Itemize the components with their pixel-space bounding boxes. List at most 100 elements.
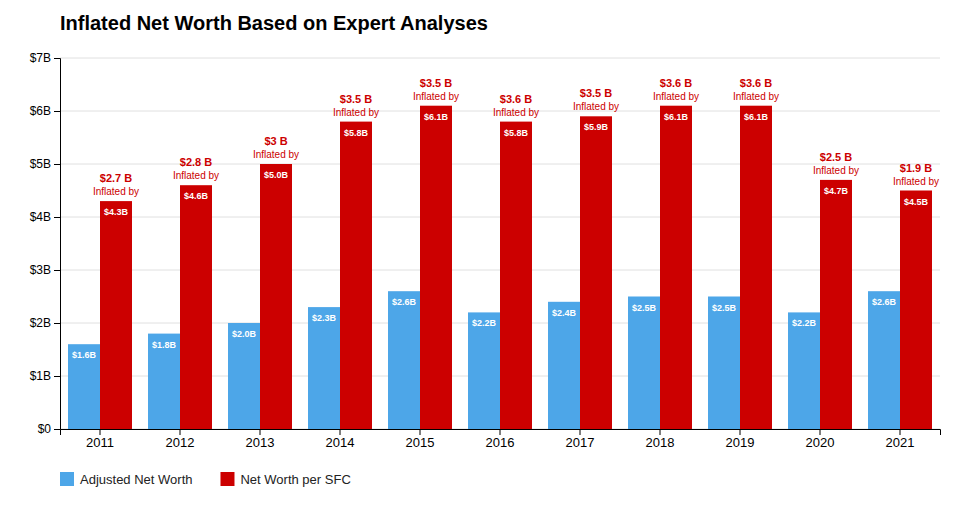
x-tick-mark: [660, 429, 661, 435]
data-label: $2.2B: [472, 318, 497, 328]
annotation-value: $3.5 B: [420, 77, 452, 89]
y-tick-mark: [54, 323, 60, 324]
legend-item: Adjusted Net Worth: [60, 472, 192, 487]
x-tick: 2012: [166, 429, 195, 450]
grid: [60, 58, 940, 429]
x-tick-mark: [180, 429, 181, 435]
x-tick-label: 2018: [646, 435, 675, 450]
x-axis-line: [61, 430, 941, 436]
x-tick: 2013: [246, 429, 275, 450]
annotation-value: $3.5 B: [340, 93, 372, 105]
x-tick: 2011: [86, 429, 114, 450]
x-tick-label: 2021: [886, 435, 915, 450]
y-tick: $3B: [30, 263, 60, 277]
y-tick-label: $4B: [30, 210, 51, 224]
data-label: $5.8B: [344, 128, 369, 138]
bar: [788, 312, 820, 429]
x-tick-mark: [260, 429, 261, 435]
annotation-text: Inflated by: [493, 107, 539, 118]
annotation-value: $2.8 B: [180, 156, 212, 168]
y-axis: $0$1B$2B$3B$4B$5B$6B$7B: [30, 51, 61, 436]
data-label: $2.6B: [392, 297, 417, 307]
annotation-text: Inflated by: [93, 186, 139, 197]
bar: [548, 302, 580, 429]
bar: [228, 323, 260, 429]
y-axis-line: [54, 59, 61, 430]
legend-item: Net Worth per SFC: [220, 472, 350, 487]
x-tick: 2017: [566, 429, 595, 450]
x-tick-mark: [900, 429, 901, 435]
y-tick: $1B: [30, 369, 60, 383]
bar: [148, 334, 180, 429]
y-tick: $2B: [30, 316, 60, 330]
annotation-text: Inflated by: [813, 165, 859, 176]
chart-container: Inflated Net Worth Based on Expert Analy…: [0, 0, 960, 507]
data-label: $2.2B: [792, 318, 817, 328]
x-tick: 2014: [326, 429, 355, 450]
bar: [580, 116, 612, 429]
data-label: $5.9B: [584, 122, 609, 132]
y-tick-mark: [54, 164, 60, 165]
annotation-text: Inflated by: [573, 101, 619, 112]
bar: [180, 185, 212, 429]
bar: [100, 201, 132, 429]
chart-svg: Inflated Net Worth Based on Expert Analy…: [0, 0, 960, 507]
data-label: $6.1B: [664, 112, 689, 122]
bar: [420, 106, 452, 429]
x-tick-mark: [740, 429, 741, 435]
annotations: Inflated by$2.7 BInflated by$2.8 BInflat…: [93, 77, 939, 197]
bar: [708, 297, 740, 430]
y-tick-label: $0: [38, 422, 52, 436]
data-label: $2.3B: [312, 313, 337, 323]
y-tick-label: $6B: [30, 104, 51, 118]
data-label: $2.5B: [632, 303, 657, 313]
y-tick: $0: [38, 422, 60, 436]
annotation-text: Inflated by: [893, 176, 939, 187]
x-tick-label: 2014: [326, 435, 355, 450]
x-axis: 2011201220132014201520162017201820192020…: [61, 429, 941, 450]
y-tick-label: $1B: [30, 369, 51, 383]
data-label: $4.3B: [104, 207, 129, 217]
annotation-value: $3.5 B: [580, 87, 612, 99]
annotation-value: $3.6 B: [500, 93, 532, 105]
y-tick-label: $3B: [30, 263, 51, 277]
y-tick-label: $2B: [30, 316, 51, 330]
data-label: $2.4B: [552, 308, 577, 318]
data-label: $4.6B: [184, 191, 209, 201]
grid-line: [60, 58, 940, 59]
y-tick: $5B: [30, 157, 60, 171]
bar: [388, 291, 420, 429]
x-tick-mark: [500, 429, 501, 435]
data-label: $1.6B: [72, 350, 97, 360]
x-tick: 2020: [806, 429, 835, 450]
data-label: $2.0B: [232, 329, 257, 339]
x-tick-label: 2011: [86, 435, 114, 450]
y-tick-mark: [54, 429, 60, 430]
bar: [340, 122, 372, 429]
legend-swatch: [220, 472, 234, 486]
x-tick-label: 2019: [726, 435, 755, 450]
annotation-text: Inflated by: [333, 107, 379, 118]
bar: [868, 291, 900, 429]
bar: [628, 297, 660, 430]
data-label: $2.6B: [872, 297, 897, 307]
bar: [468, 312, 500, 429]
legend-swatch: [60, 472, 74, 486]
y-tick-mark: [54, 217, 60, 218]
legend: Adjusted Net Worth Net Worth per SFC: [60, 472, 351, 487]
data-label: $4.5B: [904, 197, 929, 207]
x-tick-mark: [580, 429, 581, 435]
data-label: $1.8B: [152, 340, 177, 350]
data-label: $6.1B: [424, 112, 449, 122]
x-tick: 2019: [726, 429, 755, 450]
x-tick: 2018: [646, 429, 675, 450]
annotation-value: $3 B: [264, 135, 287, 147]
annotation-value: $3.6 B: [740, 77, 772, 89]
x-tick-label: 2013: [246, 435, 275, 450]
chart-title: Inflated Net Worth Based on Expert Analy…: [60, 12, 488, 34]
x-tick: 2021: [886, 429, 915, 450]
annotation-text: Inflated by: [253, 149, 299, 160]
bar: [308, 307, 340, 429]
x-tick-label: 2012: [166, 435, 195, 450]
annotation-text: Inflated by: [413, 91, 459, 102]
